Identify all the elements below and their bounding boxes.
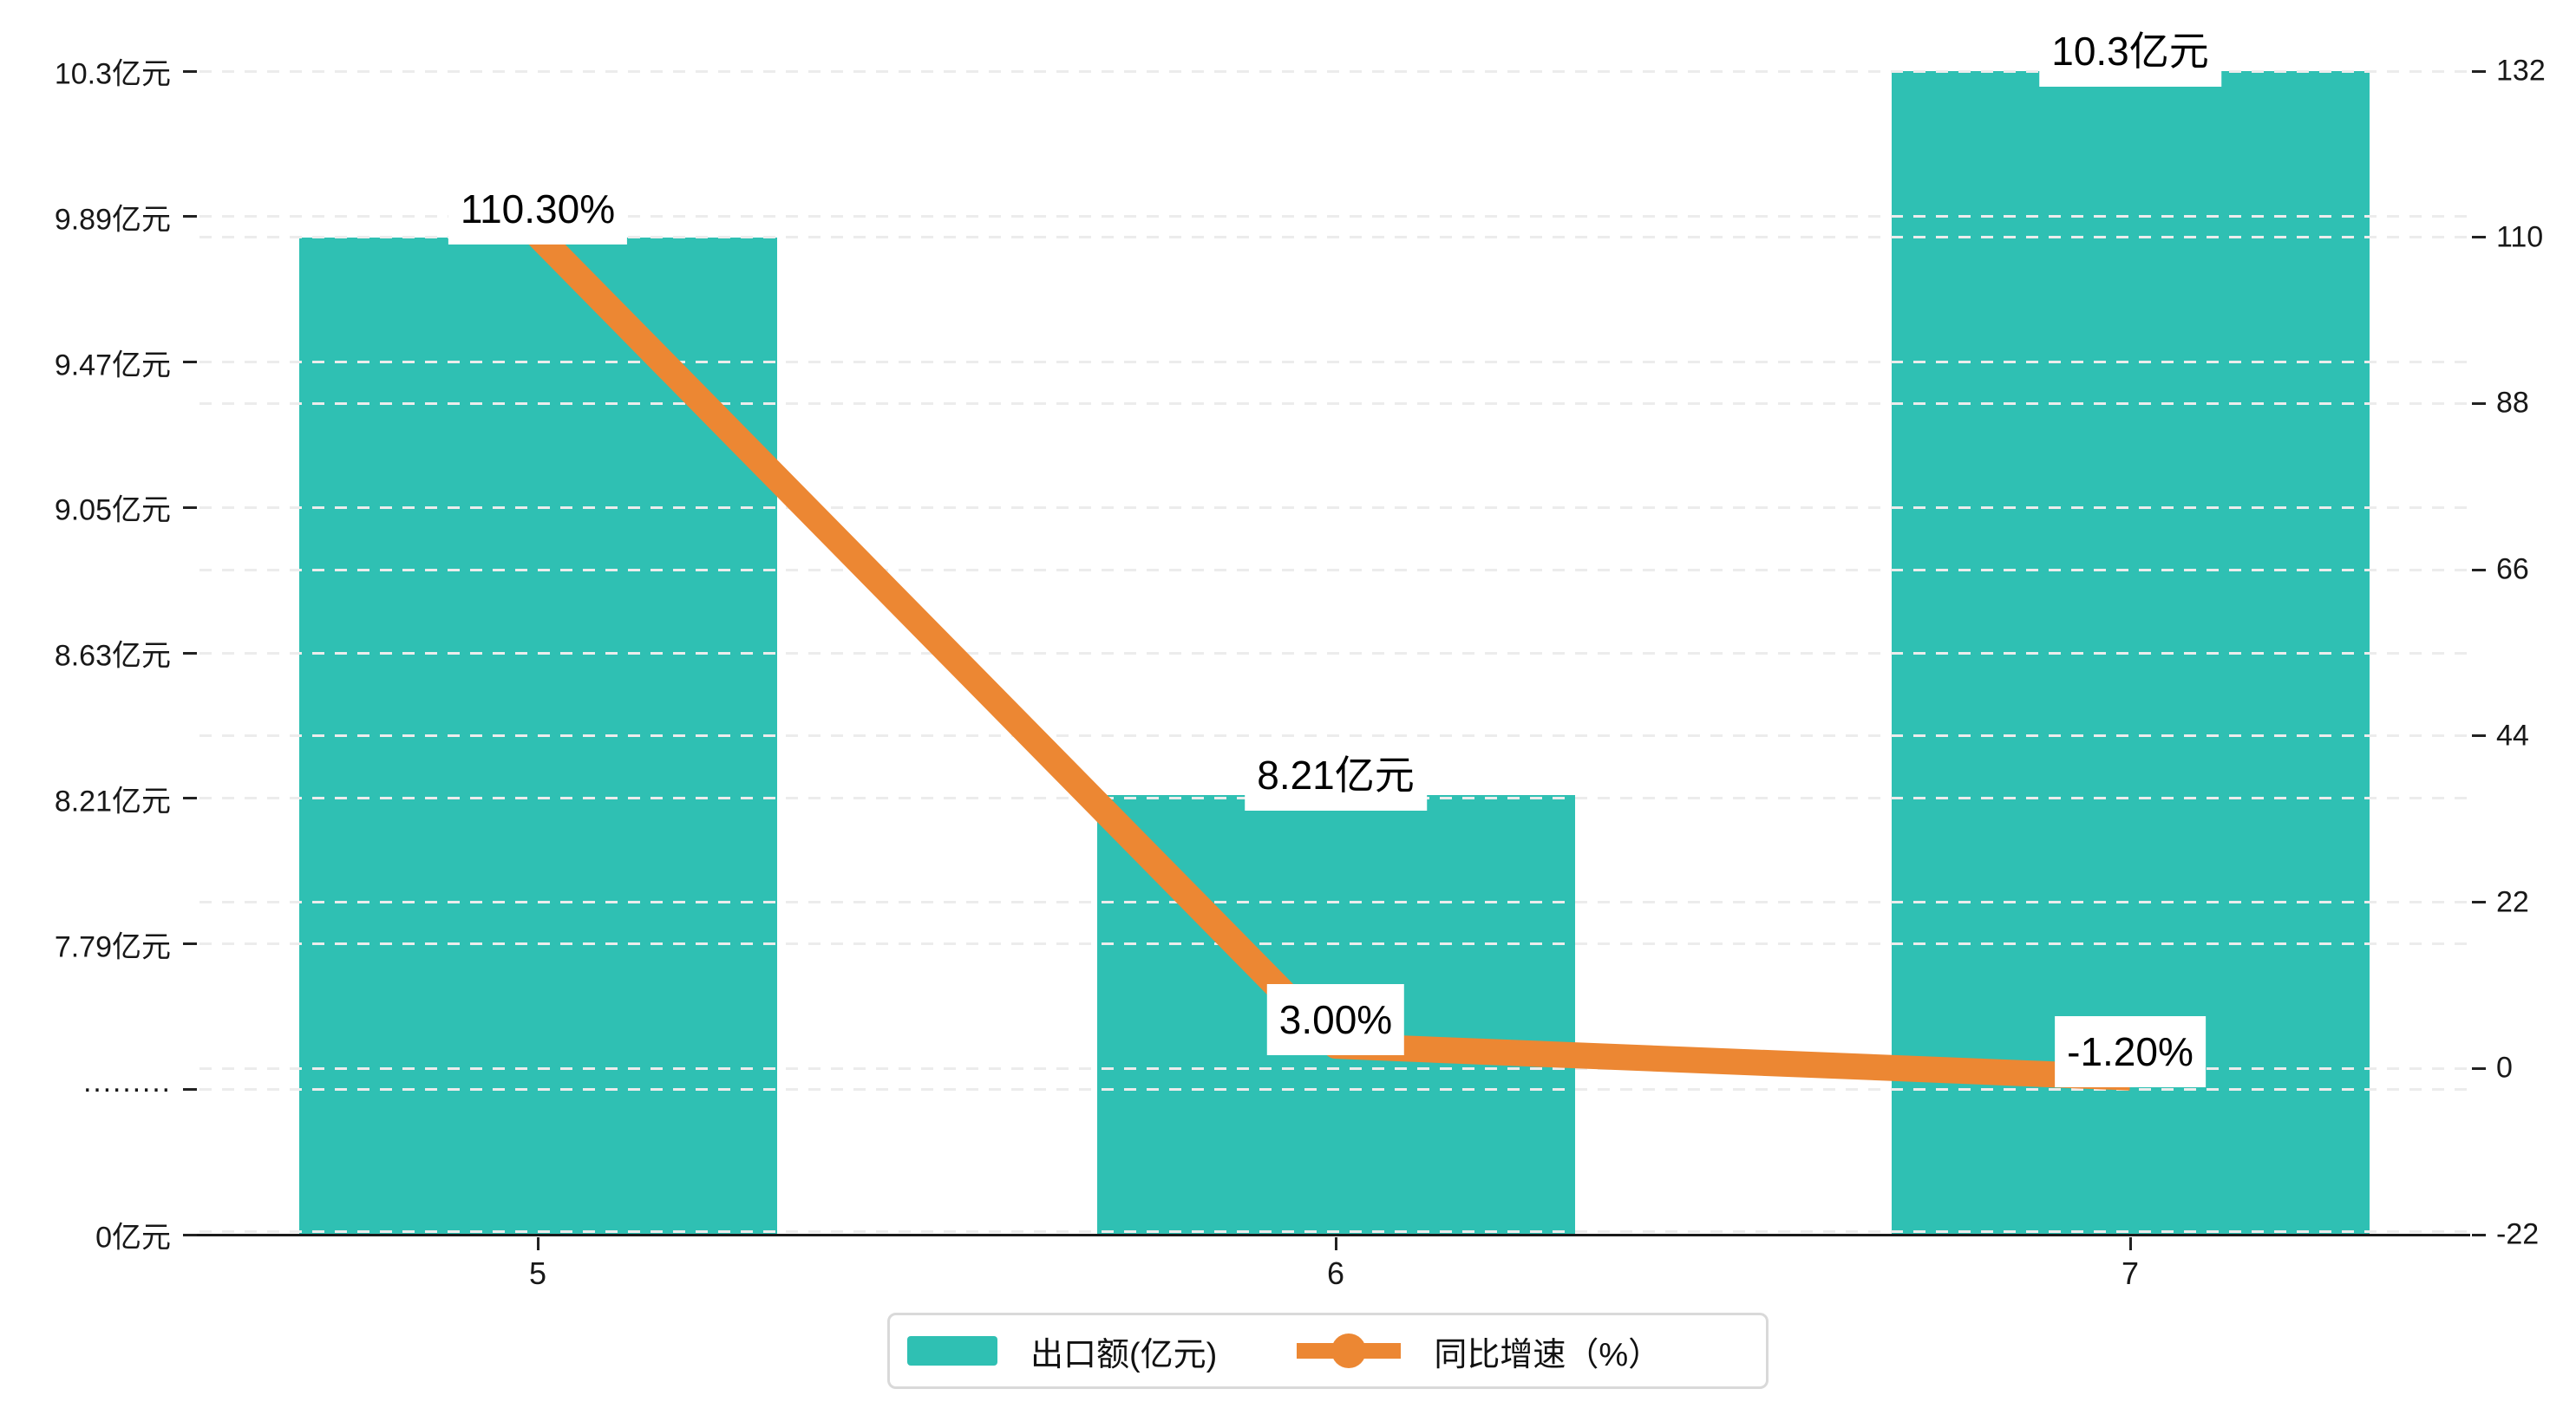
y-axis-tick-left [183, 1087, 197, 1091]
growth-line[interactable] [528, 225, 2131, 1091]
x-axis-tick [536, 1237, 539, 1250]
gridline [199, 236, 2470, 239]
line-value-label: -1.20% [2055, 1015, 2206, 1087]
y-axis-label-right: 110 [2496, 220, 2544, 254]
line-value-label: 3.00% [1266, 984, 1405, 1056]
y-axis-tick-left [183, 651, 197, 655]
y-axis-tick-left [183, 505, 197, 509]
y-axis-label-left: 9.47亿元 [54, 349, 171, 381]
y-axis-tick-right [2472, 568, 2486, 571]
gridline [199, 1087, 2470, 1091]
legend-label-growth: 同比增速（%） [1434, 1336, 1662, 1373]
y-axis-label-left: 9.05亿元 [54, 493, 171, 527]
y-axis-tick-left [183, 215, 197, 218]
x-axis-line [185, 1234, 2470, 1236]
gridline [199, 1230, 2470, 1233]
line-value-label: 110.30% [448, 173, 628, 245]
bar-value-label: 8.21亿元 [1245, 739, 1427, 811]
y-axis-tick-left [183, 797, 197, 800]
y-axis-label-right: -22 [2496, 1217, 2540, 1251]
x-axis-label: 6 [1326, 1255, 1345, 1291]
bar-value-label: 10.3亿元 [2039, 16, 2221, 87]
y-axis-label-right: 22 [2496, 885, 2529, 919]
y-axis-tick-right [2472, 69, 2486, 73]
y-axis-label-right: 0 [2496, 1051, 2513, 1085]
y-axis-tick-left [183, 1233, 197, 1236]
y-axis-tick-right [2472, 401, 2486, 405]
y-axis-label-left: 9.89亿元 [54, 203, 171, 237]
y-axis-label-left: ········· [82, 1072, 171, 1105]
y-axis-tick-right [2472, 901, 2486, 904]
y-axis-label-right: 44 [2496, 719, 2529, 753]
gridline [199, 1066, 2470, 1070]
line-series-marker-icon [1297, 1332, 1402, 1370]
gridline [199, 901, 2470, 904]
gridline [199, 734, 2470, 738]
gridline [199, 651, 2470, 655]
x-axis-tick [1334, 1237, 1337, 1250]
y-axis-tick-left [183, 361, 197, 363]
gridline [199, 568, 2470, 571]
legend-item-growth[interactable]: 同比增速（%） [1297, 1327, 1661, 1375]
gridline [199, 942, 2470, 945]
legend-item-export[interactable]: 出口额(亿元) [907, 1327, 1217, 1375]
gridline [199, 69, 2470, 73]
y-axis-label-left: 10.3亿元 [54, 57, 171, 91]
y-axis-tick-left [183, 69, 197, 73]
y-axis-tick-left [183, 942, 197, 945]
legend: 出口额(亿元) 同比增速（%） [887, 1313, 1769, 1389]
gridline [199, 215, 2470, 218]
gridline [199, 401, 2470, 405]
y-axis-label-right: 132 [2496, 54, 2546, 88]
x-axis-label: 5 [528, 1255, 547, 1291]
y-axis-tick-right [2472, 1066, 2486, 1070]
bar-series-swatch-icon [907, 1336, 997, 1366]
x-axis-label: 7 [2121, 1255, 2140, 1291]
legend-label-export: 出口额(亿元) [1030, 1336, 1218, 1373]
y-axis-label-left: 7.79亿元 [54, 930, 171, 963]
x-axis-tick [2128, 1237, 2132, 1250]
line-marker-dot [1331, 1333, 1367, 1368]
y-axis-tick-right [2472, 1233, 2486, 1236]
gridline [199, 361, 2470, 363]
gridline [199, 505, 2470, 509]
y-axis-tick-right [2472, 236, 2486, 239]
y-axis-label-right: 88 [2496, 386, 2529, 420]
y-axis-label-right: 66 [2496, 552, 2529, 586]
y-axis-tick-right [2472, 734, 2486, 738]
y-axis-label-left: 8.63亿元 [54, 639, 171, 673]
y-axis-label-left: 8.21亿元 [54, 785, 171, 818]
y-axis-label-left: 0亿元 [95, 1221, 171, 1255]
